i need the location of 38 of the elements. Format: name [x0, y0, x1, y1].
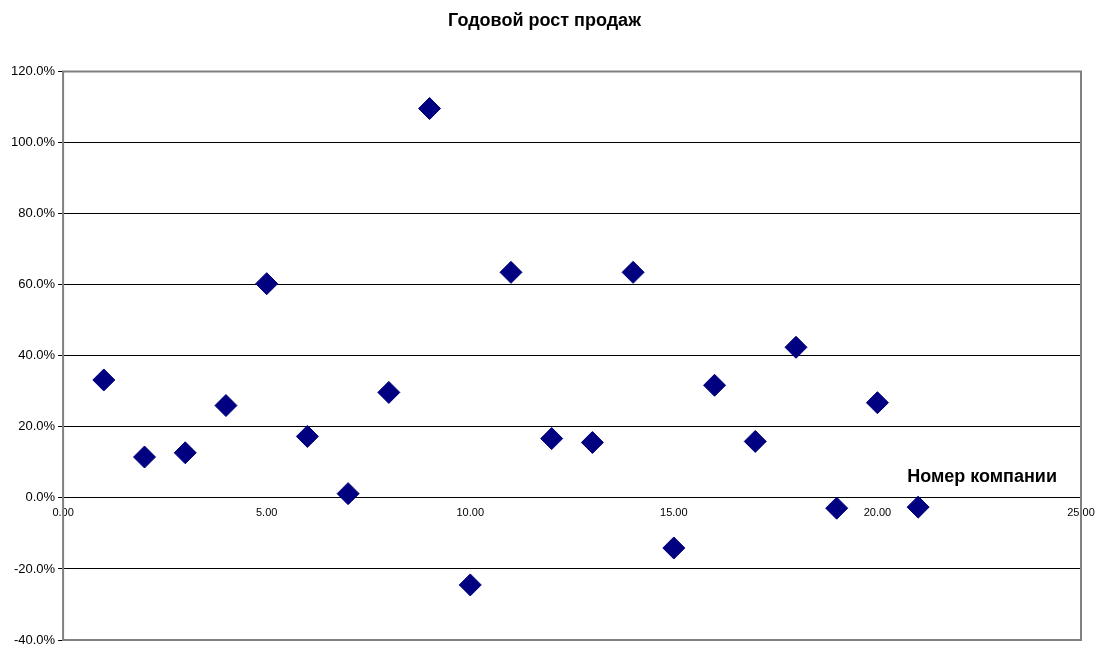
x-tick-label: 20.00: [863, 505, 892, 518]
point: [173, 441, 197, 465]
y-tick-label: 20.0%: [18, 418, 56, 434]
x-axis-title: Номер компании: [907, 465, 1057, 486]
point: [499, 260, 523, 284]
chart-title: Годовой рост продаж: [448, 9, 642, 30]
x-tick-label: 5.00: [255, 505, 278, 518]
point: [92, 368, 116, 392]
point: [418, 97, 442, 121]
point: [743, 429, 767, 453]
x-tick-label: 15.00: [660, 505, 688, 518]
y-tick-label: 120.0%: [11, 63, 56, 79]
point: [825, 496, 849, 520]
point: [784, 335, 808, 359]
point: [133, 445, 157, 469]
point: [458, 573, 482, 597]
point: [255, 272, 279, 296]
x-tick-label: 0.00: [52, 505, 74, 518]
point: [621, 260, 645, 284]
y-tick-label: 100.0%: [11, 134, 56, 150]
point: [295, 424, 319, 448]
y-tick-label: 40.0%: [18, 347, 56, 363]
point: [865, 391, 889, 415]
point: [214, 394, 238, 418]
point: [906, 495, 930, 519]
y-tick-label: -20.0%: [13, 560, 56, 576]
y-tick-label: 60.0%: [18, 276, 56, 292]
point: [540, 427, 564, 451]
point: [336, 482, 360, 506]
y-tick-label: 0.0%: [25, 489, 56, 505]
point: [662, 536, 686, 560]
point: [580, 430, 604, 454]
point: [377, 380, 401, 404]
point: [703, 373, 727, 397]
x-tick-label: 25.00: [1067, 505, 1095, 518]
y-tick-label: -40.0%: [13, 631, 56, 647]
x-tick-label: 10.00: [456, 505, 485, 518]
y-tick-label: 80.0%: [18, 205, 56, 221]
